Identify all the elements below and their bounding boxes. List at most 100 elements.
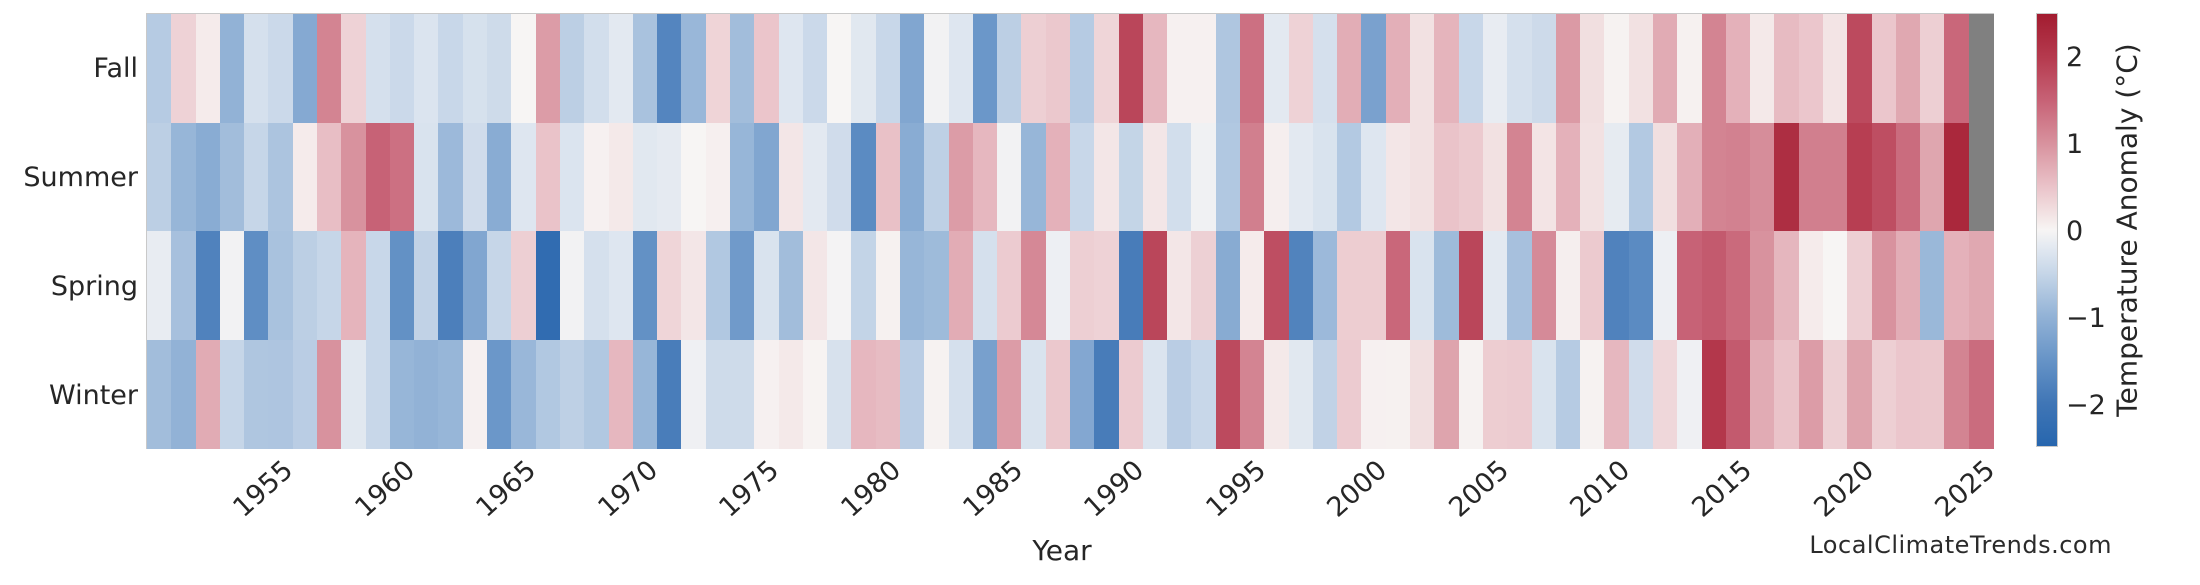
heatmap-cell (195, 14, 221, 124)
xtick-label-1980: 1980 (835, 454, 908, 524)
heatmap-cell (802, 122, 828, 232)
heatmap-cell (1312, 14, 1338, 124)
heatmap-cell (487, 122, 512, 232)
heatmap-plot-area (146, 13, 1994, 449)
heatmap-cell (511, 231, 537, 341)
heatmap-cell (1385, 14, 1411, 124)
heatmap-cell (1920, 14, 1945, 124)
heatmap-cell (317, 14, 342, 124)
heatmap-cell (1507, 231, 1533, 341)
heatmap-cell (972, 339, 998, 449)
heatmap-cell (1822, 339, 1848, 449)
heatmap-cell (1652, 231, 1678, 341)
heatmap-cell (729, 231, 755, 341)
heatmap-cell (875, 339, 901, 449)
heatmap-cell (608, 339, 634, 449)
heatmap-cell (997, 231, 1022, 341)
heatmap-cell (365, 339, 391, 449)
heatmap-cell (1458, 14, 1484, 124)
heatmap-cell (1118, 339, 1144, 449)
heatmap-cell (778, 14, 804, 124)
heatmap-cell (1895, 231, 1921, 341)
heatmap-cell (1167, 339, 1192, 449)
heatmap-cell (365, 122, 391, 232)
heatmap-cell (1045, 122, 1071, 232)
heatmap-cell (1628, 231, 1654, 341)
heatmap-cell (1361, 231, 1387, 341)
heatmap-cell (851, 231, 877, 341)
heatmap-cell (705, 339, 731, 449)
heatmap-cell (1895, 14, 1921, 124)
heatmap-cell (171, 122, 197, 232)
heatmap-cell (1628, 339, 1654, 449)
heatmap-cell (511, 339, 537, 449)
heatmap-cell (341, 231, 367, 341)
heatmap-cell (1798, 231, 1824, 341)
heatmap-cell (1774, 339, 1800, 449)
heatmap-cell (438, 122, 464, 232)
heatmap-cell (462, 231, 488, 341)
heatmap-cell (1774, 122, 1800, 232)
heatmap-cell (559, 122, 585, 232)
heatmap-cell (559, 231, 585, 341)
heatmap-cell (1895, 122, 1921, 232)
heatmap-cell (1410, 231, 1435, 341)
heatmap-cell (1701, 231, 1727, 341)
heatmap-cell (705, 231, 731, 341)
heatmap-cell (1337, 14, 1362, 124)
heatmap-cell (1434, 231, 1460, 341)
heatmap-cell (1118, 231, 1144, 341)
heatmap-cell (1944, 339, 1970, 449)
heatmap-cell (317, 231, 342, 341)
heatmap-cell (948, 231, 974, 341)
heatmap-cell (972, 14, 998, 124)
heatmap-cell (1240, 122, 1265, 232)
xtick-label-1955: 1955 (227, 454, 300, 524)
heatmap-cell (1264, 231, 1290, 341)
heatmap-cell (1580, 122, 1605, 232)
heatmap-cell (1920, 339, 1945, 449)
heatmap-cell (1507, 122, 1533, 232)
heatmap-cell (1920, 122, 1945, 232)
heatmap-cell (1750, 122, 1775, 232)
heatmap-cell (729, 14, 755, 124)
heatmap-cell (1337, 231, 1362, 341)
heatmap-cell (438, 339, 464, 449)
heatmap-cell (244, 14, 269, 124)
heatmap-cell (754, 339, 780, 449)
heatmap-cell (1410, 339, 1435, 449)
heatmap-cells (147, 14, 1994, 449)
heatmap-cell (632, 14, 658, 124)
heatmap-cell (632, 339, 658, 449)
heatmap-cell (1045, 14, 1071, 124)
heatmap-cell (899, 122, 925, 232)
heatmap-cell (1482, 14, 1508, 124)
heatmap-cell (608, 122, 634, 232)
heatmap-cell (827, 14, 852, 124)
colorbar (2036, 13, 2058, 447)
heatmap-cell (1021, 14, 1047, 124)
heatmap-cell (1094, 339, 1120, 449)
heatmap-cell (559, 339, 585, 449)
heatmap-cell (657, 339, 682, 449)
heatmap-cell (802, 231, 828, 341)
heatmap-cell (1677, 339, 1703, 449)
heatmap-cell (1070, 231, 1095, 341)
heatmap-cell (997, 14, 1022, 124)
heatmap-cell (972, 122, 998, 232)
colorbar-tick-label: −2 (2066, 390, 2106, 422)
heatmap-cell (1094, 122, 1120, 232)
heatmap-cell (244, 231, 269, 341)
heatmap-cell (1215, 122, 1241, 232)
ytick-label-summer: Summer (23, 161, 138, 193)
colorbar-tick-label: 1 (2066, 128, 2084, 160)
heatmap-cell (1337, 339, 1362, 449)
heatmap-cell (899, 231, 925, 341)
heatmap-cell (1507, 14, 1533, 124)
heatmap-cell (195, 122, 221, 232)
heatmap-cell (487, 231, 512, 341)
heatmap-cell (1750, 339, 1775, 449)
heatmap-cell (1628, 14, 1654, 124)
heatmap-cell (875, 231, 901, 341)
heatmap-cell (1580, 14, 1605, 124)
